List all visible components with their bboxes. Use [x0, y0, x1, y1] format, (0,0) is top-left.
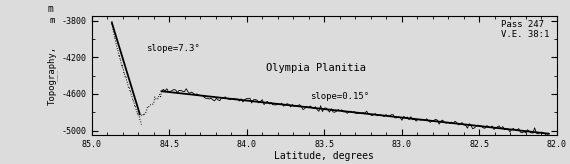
Text: slope=7.3°: slope=7.3°: [146, 44, 200, 53]
Text: m: m: [50, 16, 55, 25]
Text: m: m: [47, 4, 53, 14]
Text: slope=0.15°: slope=0.15°: [310, 92, 369, 102]
Text: Topography,: Topography,: [48, 46, 57, 105]
Text: Pass 247
V.E. 38:1: Pass 247 V.E. 38:1: [501, 20, 549, 39]
Y-axis label: Topography, m: Topography, m: [58, 70, 59, 81]
X-axis label: Latitude, degrees: Latitude, degrees: [274, 151, 374, 161]
Text: Olympia Planitia: Olympia Planitia: [266, 63, 367, 73]
